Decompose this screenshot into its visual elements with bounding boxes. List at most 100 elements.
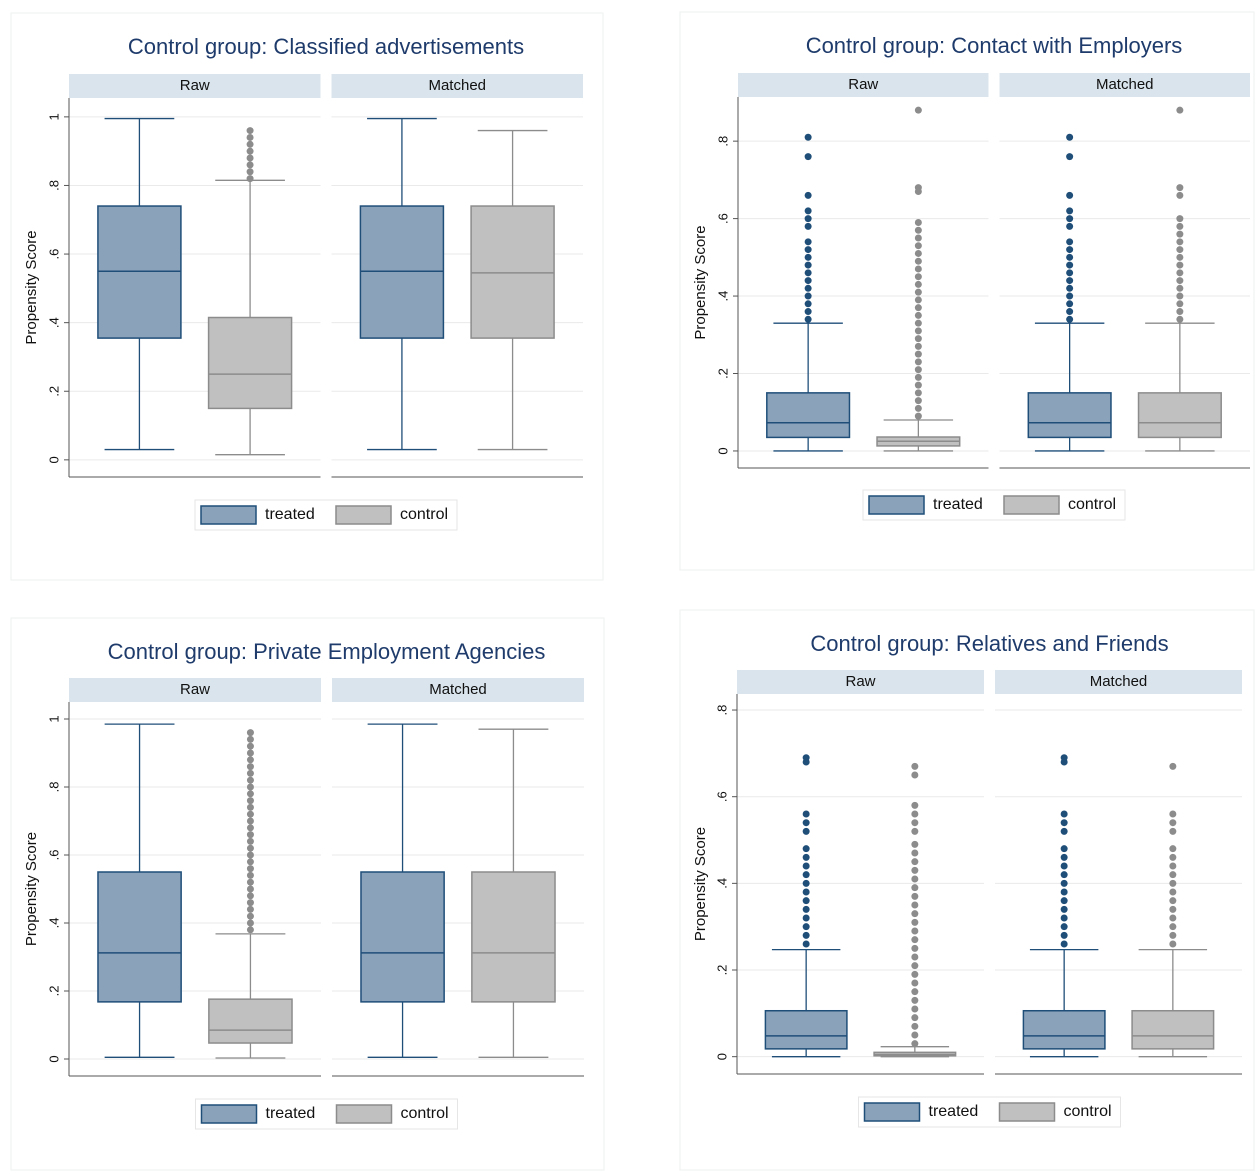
outlier <box>802 754 810 762</box>
outlier <box>1066 246 1074 254</box>
outlier <box>914 304 922 312</box>
outlier <box>804 153 812 161</box>
outlier <box>914 389 922 397</box>
y-tick-label: .2 <box>715 368 730 379</box>
outlier <box>246 851 254 859</box>
box <box>1027 392 1112 439</box>
outlier <box>246 776 254 784</box>
outlier <box>1169 905 1177 913</box>
box <box>97 871 182 1003</box>
outlier <box>1176 315 1184 323</box>
outlier <box>1169 819 1177 827</box>
facet-strip <box>331 74 583 98</box>
outlier <box>1169 827 1177 835</box>
outlier <box>911 988 919 996</box>
box <box>766 392 851 439</box>
outlier <box>804 207 812 215</box>
outlier <box>1060 940 1068 948</box>
outlier <box>914 273 922 281</box>
outlier <box>1176 215 1184 223</box>
outlier <box>911 901 919 909</box>
outlier <box>911 892 919 900</box>
outlier <box>1169 923 1177 931</box>
outlier <box>246 803 254 811</box>
facet-strip <box>69 678 321 702</box>
outlier <box>1169 879 1177 887</box>
outlier <box>246 769 254 777</box>
y-tick-label: 0 <box>714 1053 729 1060</box>
panel: Control group: Contact with Employers Pro… <box>679 11 1255 571</box>
legend-label: control <box>1068 496 1116 513</box>
outlier <box>914 404 922 412</box>
outlier <box>911 970 919 978</box>
outlier <box>246 885 254 893</box>
outlier <box>1060 845 1068 853</box>
box <box>97 205 182 339</box>
outlier <box>246 735 254 743</box>
outlier <box>1060 905 1068 913</box>
outlier <box>804 191 812 199</box>
legend-label: control <box>400 506 448 523</box>
y-tick-label: 0 <box>46 456 61 463</box>
outlier <box>1060 931 1068 939</box>
outlier <box>1169 871 1177 879</box>
box <box>359 205 445 339</box>
outlier <box>246 892 254 900</box>
outlier <box>246 871 254 879</box>
outlier <box>246 783 254 791</box>
box <box>208 998 293 1044</box>
y-tick-label: .8 <box>46 180 61 191</box>
outlier <box>1176 106 1184 114</box>
outlier <box>911 762 919 770</box>
outlier <box>914 335 922 343</box>
outlier <box>1176 246 1184 254</box>
outlier <box>246 140 254 148</box>
outlier <box>246 831 254 839</box>
facet-strip <box>738 73 989 97</box>
outlier <box>1176 222 1184 230</box>
outlier <box>911 953 919 961</box>
outlier <box>1066 253 1074 261</box>
outlier <box>911 827 919 835</box>
y-tick-label: .4 <box>715 291 730 302</box>
y-tick-label: .4 <box>46 918 61 929</box>
outlier <box>1169 931 1177 939</box>
box <box>471 871 556 1003</box>
outlier <box>1176 253 1184 261</box>
outlier <box>1066 315 1074 323</box>
y-tick-label: .2 <box>46 386 61 397</box>
outlier <box>1169 853 1177 861</box>
outlier <box>1060 879 1068 887</box>
outlier <box>1066 277 1074 285</box>
legend-label: treated <box>933 496 983 513</box>
outlier <box>911 771 919 779</box>
y-tick-label: .6 <box>715 213 730 224</box>
outlier <box>914 350 922 358</box>
legend-swatch <box>998 1102 1056 1122</box>
outlier <box>1060 888 1068 896</box>
outlier <box>914 257 922 265</box>
outlier <box>246 154 254 162</box>
outlier <box>802 914 810 922</box>
outlier <box>246 837 254 845</box>
outlier <box>914 342 922 350</box>
outlier <box>1060 827 1068 835</box>
y-axis-label: Propensity Score <box>692 827 709 941</box>
outlier <box>802 871 810 879</box>
outlier <box>1066 269 1074 277</box>
outlier <box>246 905 254 913</box>
outlier <box>802 940 810 948</box>
outlier <box>1176 191 1184 199</box>
outlier <box>911 810 919 818</box>
outlier <box>914 373 922 381</box>
facet-label: Matched <box>1090 673 1148 690</box>
outlier <box>914 242 922 250</box>
facet-label: Raw <box>180 681 210 698</box>
legend-label: treated <box>266 1105 316 1122</box>
outlier <box>246 756 254 764</box>
outlier <box>1066 261 1074 269</box>
y-tick-label: .8 <box>715 136 730 147</box>
outlier <box>1176 261 1184 269</box>
outlier <box>914 184 922 192</box>
legend-swatch <box>200 505 257 525</box>
